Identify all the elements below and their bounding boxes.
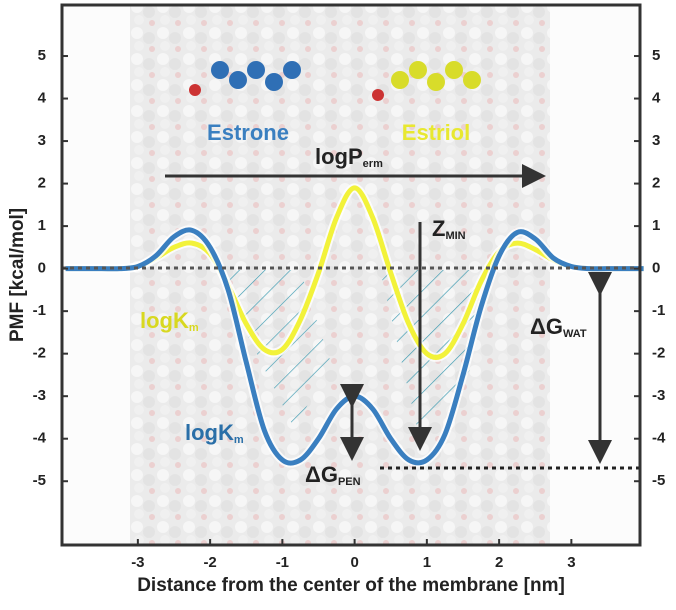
- y-tick-label: -4: [652, 430, 666, 447]
- y-tick-label: -2: [33, 345, 46, 362]
- x-tick-label: 2: [495, 554, 503, 571]
- annotation: ZMIN: [432, 216, 466, 242]
- y-tick-label: -1: [33, 302, 46, 319]
- x-tick-label: -3: [131, 554, 144, 571]
- y-tick-label: -1: [652, 302, 665, 319]
- annotation: logKm: [185, 420, 244, 446]
- y-tick-label: -5: [652, 472, 665, 489]
- plot-frame: [60, 3, 642, 547]
- y-tick-label: 1: [652, 217, 660, 234]
- veil: [62, 5, 640, 545]
- y-axis-label: PMF [kcal/mol]: [7, 208, 28, 342]
- annotation: ΔGWAT: [530, 314, 587, 340]
- y-tick-label: 5: [652, 47, 660, 64]
- x-tick-label: 1: [423, 554, 431, 571]
- series-label: Estriol: [402, 120, 470, 145]
- y-tick-label: 5: [38, 47, 46, 64]
- x-axis-label: Distance from the center of the membrane…: [137, 575, 565, 596]
- annotation: logPerm: [315, 144, 383, 170]
- x-tick-label: -1: [276, 554, 289, 571]
- y-tick-label: 3: [652, 132, 660, 149]
- y-tick-label: -3: [652, 387, 665, 404]
- x-tick-label: 3: [567, 554, 575, 571]
- y-tick-label: 3: [38, 132, 46, 149]
- y-tick-label: 4: [652, 90, 661, 107]
- y-tick-label: -3: [33, 387, 46, 404]
- annotation: logKm: [140, 308, 199, 334]
- annotation: ΔGPEN: [305, 462, 361, 488]
- y-tick-label: 4: [38, 90, 47, 107]
- hatching: [215, 270, 480, 440]
- y-tick-label: 1: [38, 217, 46, 234]
- y-tick-label: 0: [652, 260, 660, 277]
- molecule: [372, 61, 481, 101]
- y-tick-label: -5: [33, 472, 46, 489]
- y-tick-label: 2: [38, 175, 46, 192]
- series-label: Estrone: [207, 120, 289, 145]
- y-tick-label: -4: [33, 430, 47, 447]
- y-tick-label: 0: [38, 260, 46, 277]
- x-tick-label: 0: [350, 554, 358, 571]
- molecule: [189, 61, 301, 96]
- x-tick-label: -2: [203, 554, 216, 571]
- y-tick-label: 2: [652, 175, 660, 192]
- y-tick-label: -2: [652, 345, 665, 362]
